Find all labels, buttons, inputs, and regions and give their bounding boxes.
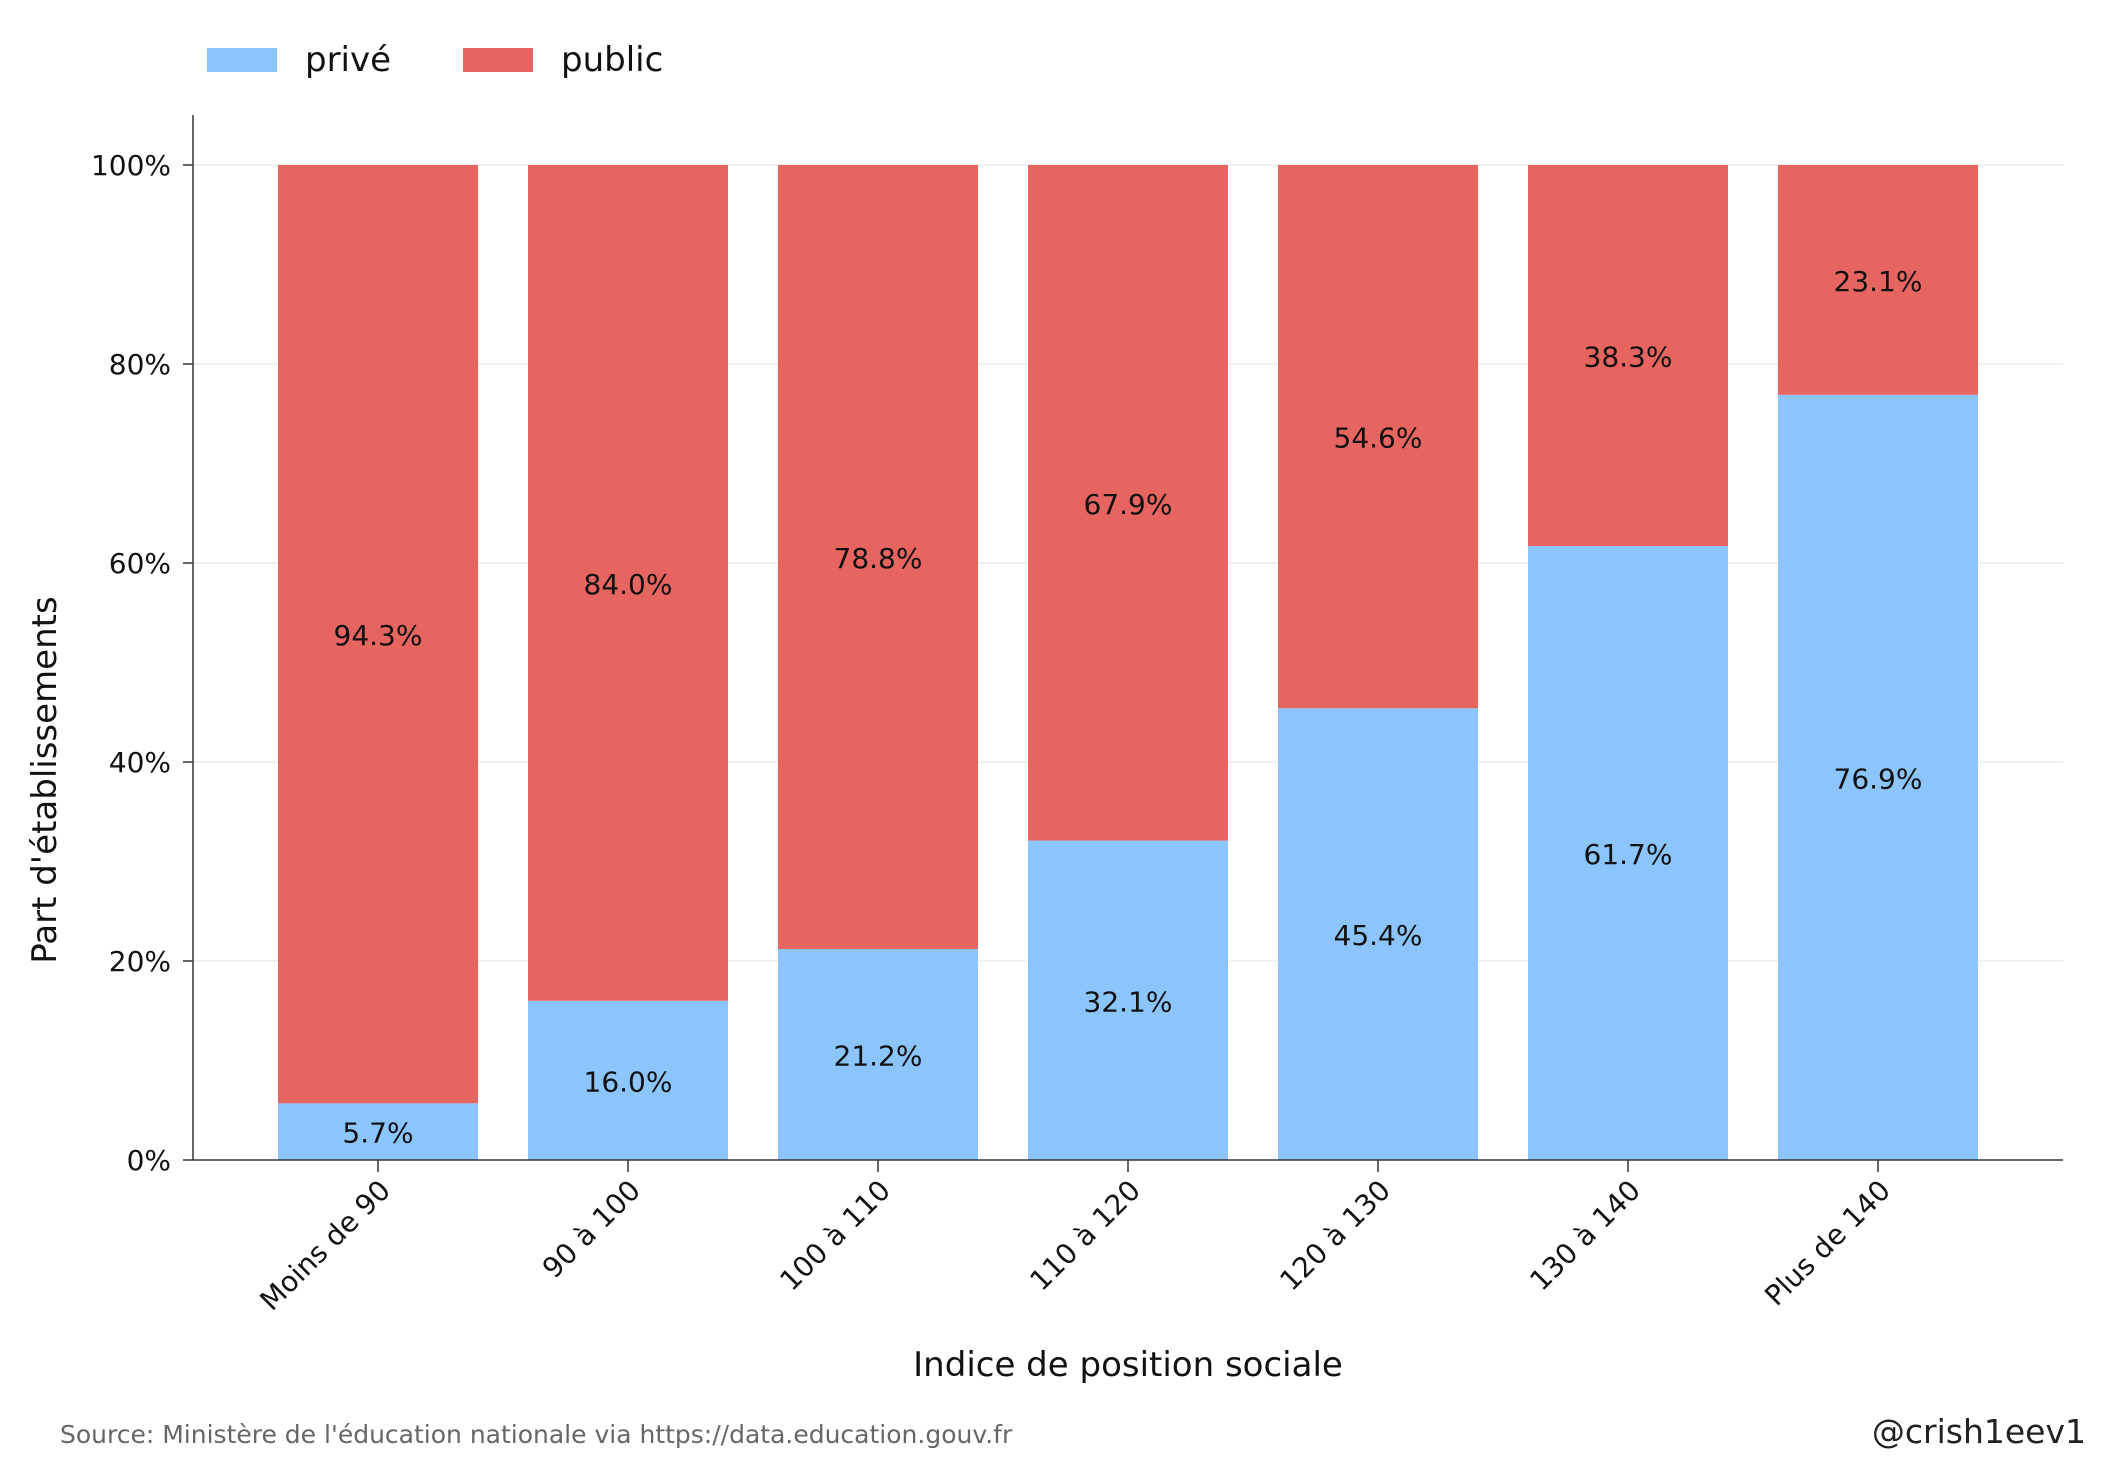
bar-privé-2 <box>528 1000 728 1160</box>
bar-privé-3 <box>778 949 978 1160</box>
bar-label-privé-4: 32.1% <box>1084 985 1173 1018</box>
bar-privé-5 <box>1278 708 1478 1160</box>
bar-public-7 <box>1778 165 1978 395</box>
y-axis-title: Part d'établissements <box>25 596 65 963</box>
bar-label-public-6: 38.3% <box>1584 341 1673 374</box>
bar-privé-6 <box>1528 546 1728 1160</box>
bar-label-public-3: 78.8% <box>834 542 923 575</box>
bar-public-3 <box>778 165 978 950</box>
bar-privé-7 <box>1778 394 1978 1161</box>
bar-public-4 <box>1028 165 1228 841</box>
bar-public-2 <box>528 165 728 1001</box>
y-tick-label: 100% <box>91 149 171 182</box>
x-tick-label: 110 à 120 <box>1023 1174 1147 1298</box>
bar-label-privé-6: 61.7% <box>1584 838 1673 871</box>
source-note: Source: Ministère de l'éducation nationa… <box>60 1420 1013 1449</box>
bar-value-labels: 5.7% 94.3% 16.0% 84.0% 21.2% 78.8% 32.1% 67.9% 4… <box>334 265 1923 1150</box>
x-axis-title: Indice de position sociale <box>913 1345 1343 1385</box>
author-credit: @crish1eev1 <box>1872 1412 2086 1451</box>
y-tick-label: 60% <box>109 547 171 580</box>
x-tick-label: 120 à 130 <box>1273 1174 1397 1298</box>
bar-label-public-7: 23.1% <box>1834 265 1923 298</box>
x-tick-label: 100 à 110 <box>773 1174 897 1298</box>
bar-label-privé-1: 5.7% <box>342 1117 413 1150</box>
legend-swatch-public <box>463 48 533 72</box>
bar-label-privé-5: 45.4% <box>1334 919 1423 952</box>
y-tick-label: 20% <box>109 945 171 978</box>
bar-label-public-5: 54.6% <box>1334 422 1423 455</box>
legend-label-public: public <box>561 40 663 80</box>
legend: privé public <box>207 40 663 80</box>
y-tick-label: 80% <box>109 348 171 381</box>
x-tick-label: 130 à 140 <box>1523 1174 1647 1298</box>
bar-privé-1 <box>278 1103 478 1160</box>
y-tick-label: 40% <box>109 746 171 779</box>
bar-label-public-1: 94.3% <box>334 619 423 652</box>
legend-swatch-privé <box>207 48 277 72</box>
bar-public-5 <box>1278 165 1478 709</box>
legend-label-privé: privé <box>305 40 391 80</box>
y-tick-label: 0% <box>127 1144 171 1177</box>
bars <box>278 165 1978 1161</box>
bar-label-public-4: 67.9% <box>1084 488 1173 521</box>
x-tick-label: Plus de 140 <box>1758 1174 1897 1313</box>
bar-public-6 <box>1528 165 1728 547</box>
bar-label-public-2: 84.0% <box>584 568 673 601</box>
bar-privé-4 <box>1028 840 1228 1160</box>
bar-label-privé-3: 21.2% <box>834 1040 923 1073</box>
bar-label-privé-7: 76.9% <box>1834 762 1923 795</box>
bar-label-privé-2: 16.0% <box>584 1065 673 1098</box>
x-tick-label: Moins de 90 <box>254 1174 397 1317</box>
x-tick-label: 90 à 100 <box>536 1174 647 1285</box>
bar-public-1 <box>278 165 478 1104</box>
